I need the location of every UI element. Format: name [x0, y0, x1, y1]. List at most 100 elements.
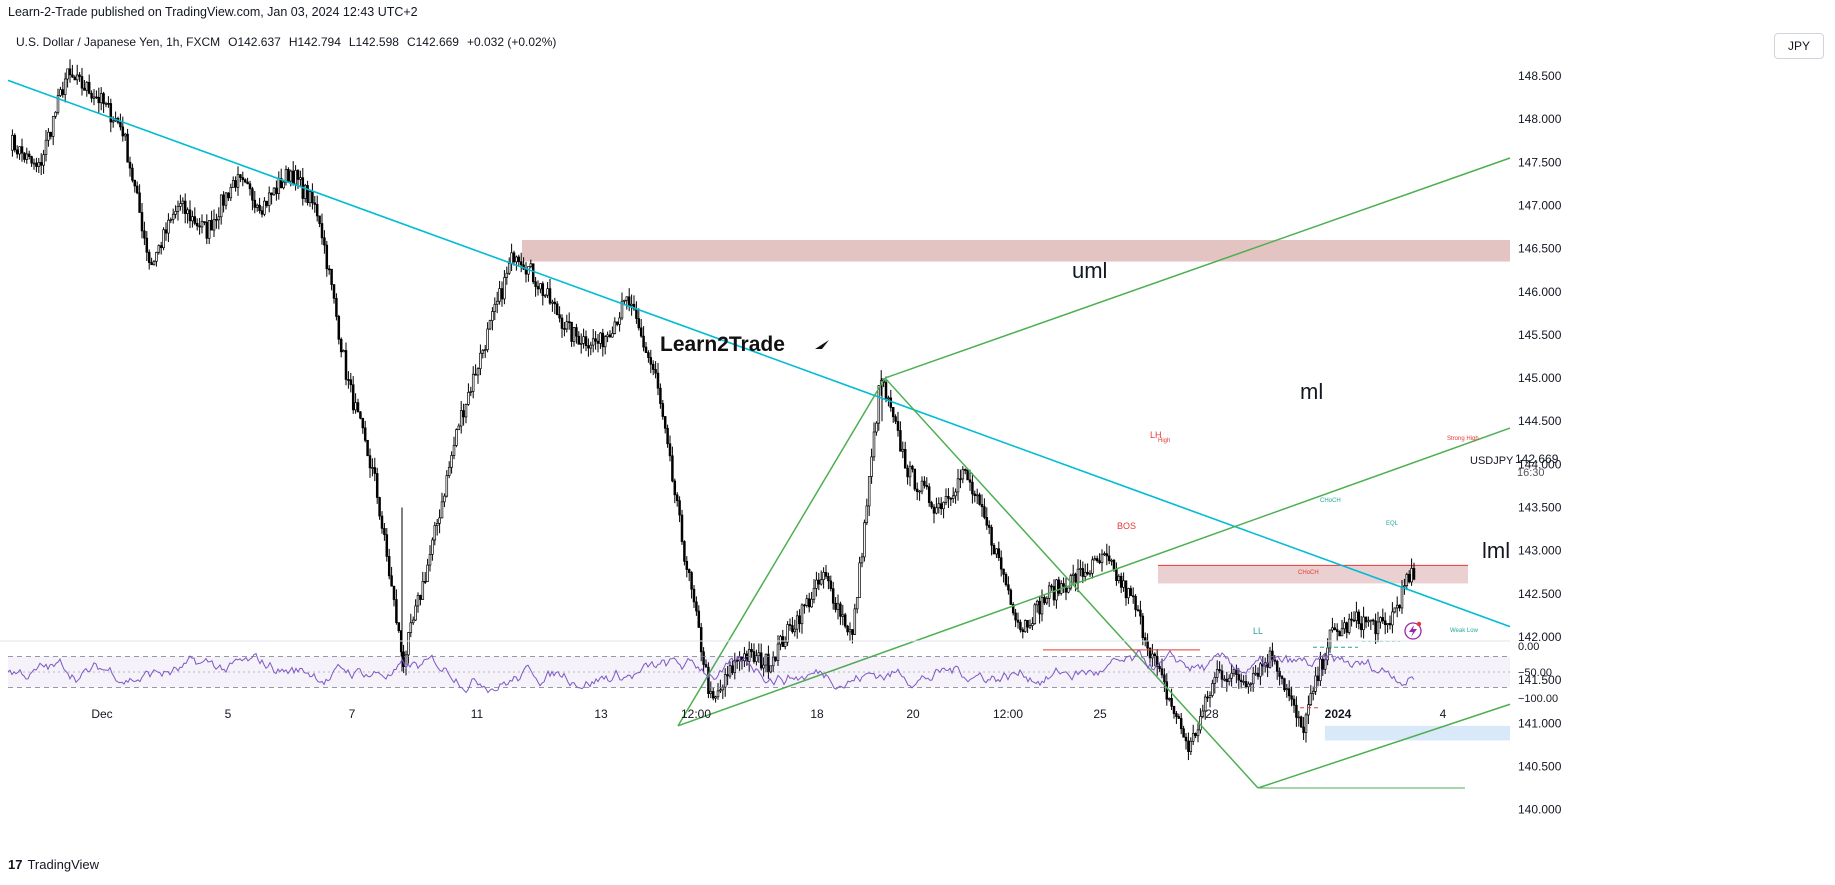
candle-body — [1007, 584, 1010, 591]
candle-body — [217, 216, 221, 221]
candle-body — [1357, 611, 1361, 625]
candle-body — [193, 216, 197, 224]
candle-body — [272, 187, 276, 196]
candle-body — [889, 397, 893, 408]
candle-body — [1391, 611, 1394, 626]
candle-body — [680, 514, 684, 542]
candle-body — [1321, 658, 1325, 670]
time-tick-label: 12:00 — [993, 707, 1023, 721]
demand-zone — [1325, 725, 1510, 741]
candle-body — [236, 174, 240, 188]
candle-body — [375, 473, 379, 498]
candle-body — [1093, 558, 1097, 561]
price-tick-label: 141.500 — [1518, 673, 1562, 687]
candle-body — [771, 656, 775, 667]
time-tick-label: 25 — [1093, 707, 1107, 721]
candle-body — [212, 219, 216, 231]
candle-body — [1383, 620, 1387, 626]
candle-body — [673, 480, 677, 496]
candle-body — [1165, 681, 1169, 700]
candle-body — [963, 469, 967, 471]
candle-body — [911, 465, 914, 470]
candle-body — [378, 497, 381, 517]
time-axis[interactable]: Dec 5 7 11 13 12:00 18 20 12:00 25 28 2024 4 — [91, 707, 1446, 721]
candle-body — [349, 379, 353, 386]
candle-body — [987, 524, 991, 528]
candle-body — [1124, 580, 1128, 599]
candle-body — [1050, 585, 1053, 588]
candle-body — [903, 448, 907, 469]
candle-body — [44, 139, 48, 156]
candle-body — [332, 284, 336, 299]
currency-button[interactable]: JPY — [1774, 33, 1824, 59]
learn2trade-watermark: Learn2Trade — [660, 333, 785, 356]
price-tick-label: 146.500 — [1518, 242, 1562, 256]
candle-body — [601, 332, 605, 348]
candle-body — [176, 206, 180, 212]
candle-body — [1393, 607, 1397, 613]
candle-body — [155, 252, 158, 262]
candle-body — [956, 478, 960, 493]
candle-body — [1400, 586, 1404, 609]
bolt-icon[interactable] — [1404, 622, 1422, 640]
candle-body — [968, 479, 972, 483]
candle-body — [1367, 620, 1370, 623]
candle-body — [687, 569, 691, 573]
candle-body — [546, 288, 549, 296]
candle-body — [560, 317, 564, 329]
candle-body — [164, 229, 168, 234]
candle-body — [788, 624, 792, 626]
candle-body — [275, 187, 278, 194]
candle-body — [383, 527, 386, 536]
candle-body — [608, 334, 612, 338]
candle-body — [1143, 637, 1147, 642]
price-tick-label: 145.000 — [1518, 371, 1562, 385]
candle-body — [517, 256, 521, 263]
candle-body — [1220, 670, 1224, 680]
candle-body — [1031, 623, 1034, 626]
candle-body — [1371, 619, 1375, 622]
candle-body — [776, 643, 780, 661]
candle-body — [1079, 568, 1082, 570]
candle-body — [707, 666, 710, 694]
candle-body — [992, 544, 996, 555]
candle-body — [759, 652, 763, 669]
choch-bull-label: CHoCH — [1320, 498, 1341, 504]
candle-body — [39, 162, 43, 166]
price-tick-label: 147.000 — [1518, 198, 1562, 212]
candle-body — [618, 317, 621, 325]
candle-body — [1331, 627, 1334, 631]
candle-body — [318, 215, 321, 224]
candle-body — [56, 95, 60, 113]
pitchfork-base — [884, 377, 1259, 789]
candle-body — [1004, 574, 1008, 586]
candle-body — [495, 300, 499, 305]
candle-body — [1045, 597, 1049, 604]
candle-body — [255, 204, 259, 208]
candle-body — [1376, 621, 1380, 635]
candle-body — [1141, 615, 1145, 639]
candle-body — [637, 318, 641, 329]
candle-body — [1403, 585, 1406, 588]
candle-body — [587, 345, 590, 349]
candle-body — [786, 624, 789, 643]
candle-body — [387, 556, 391, 577]
candle-body — [1083, 571, 1087, 577]
candle-body — [699, 627, 703, 653]
candle-body — [423, 581, 427, 583]
candle-body — [1343, 622, 1346, 630]
candle-body — [123, 133, 127, 137]
candle-body — [563, 328, 566, 330]
candle-body — [692, 588, 696, 603]
candle-body — [721, 686, 725, 691]
candle-body — [30, 156, 33, 164]
candle-body — [363, 427, 367, 441]
candle-body — [894, 416, 897, 422]
footer-brand[interactable]: 17 TradingView — [8, 857, 99, 872]
candle-body — [899, 430, 902, 452]
lower-median-line — [1257, 703, 1511, 789]
price-axis[interactable]: 148.500 148.000 147.500 147.000 146.500 146.0… — [1518, 69, 1562, 817]
candle-body — [870, 456, 873, 477]
